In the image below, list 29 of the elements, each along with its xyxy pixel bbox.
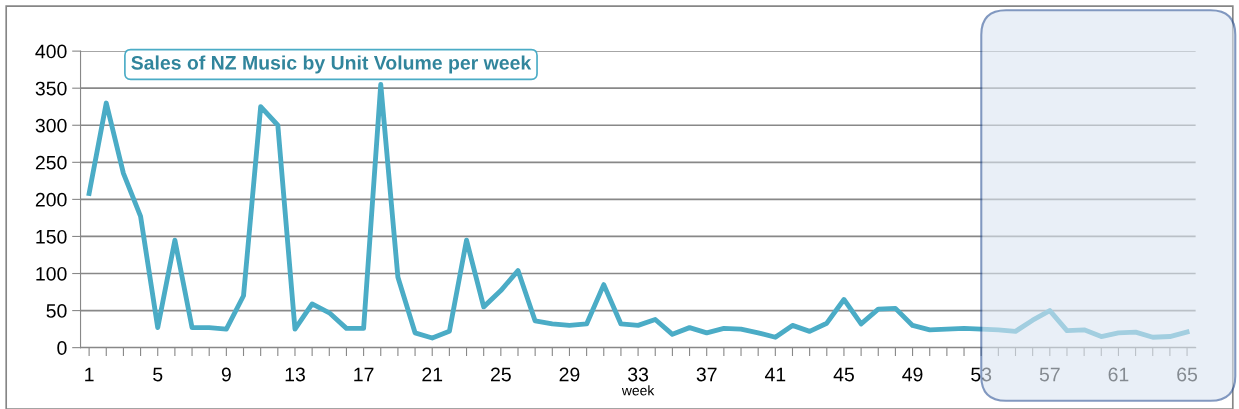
- x-tick-label: 25: [491, 367, 511, 382]
- x-tick-label: 21: [422, 367, 443, 382]
- x-tick-label: 53: [971, 367, 992, 382]
- x-tick-label: 9: [221, 367, 231, 382]
- y-tick-label: 0: [57, 341, 67, 355]
- x-tick-label: 17: [354, 367, 374, 382]
- x-axis-title: week: [621, 385, 655, 396]
- y-tick-label: 300: [35, 118, 67, 133]
- x-tick-label: 61: [1108, 367, 1129, 382]
- y-tick-label: 200: [35, 192, 67, 207]
- x-tick-label: 29: [559, 367, 580, 382]
- x-tick-label: 1: [85, 367, 94, 382]
- y-tick-label: 100: [36, 266, 67, 281]
- x-tick-label: 49: [902, 367, 923, 382]
- y-tick-label: 350: [35, 81, 67, 96]
- chart-title: Sales of NZ Music by Unit Volume per week: [131, 55, 532, 74]
- x-tick-label: 41: [764, 367, 786, 382]
- x-tick-label: 5: [153, 367, 163, 382]
- line-series: [86, 82, 1190, 341]
- x-tick-label: 65: [1177, 367, 1198, 382]
- y-tick-label: 150: [36, 229, 67, 244]
- x-tick-label: 33: [628, 367, 649, 382]
- x-tick-label: 13: [285, 367, 305, 382]
- x-tick-label: 37: [696, 367, 717, 382]
- y-tick-label: 50: [46, 304, 67, 318]
- y-tick-label: 400: [35, 44, 67, 59]
- y-tick-label: 250: [35, 155, 67, 170]
- x-tick-label: 57: [1039, 367, 1060, 382]
- x-tick-label: 45: [833, 367, 854, 382]
